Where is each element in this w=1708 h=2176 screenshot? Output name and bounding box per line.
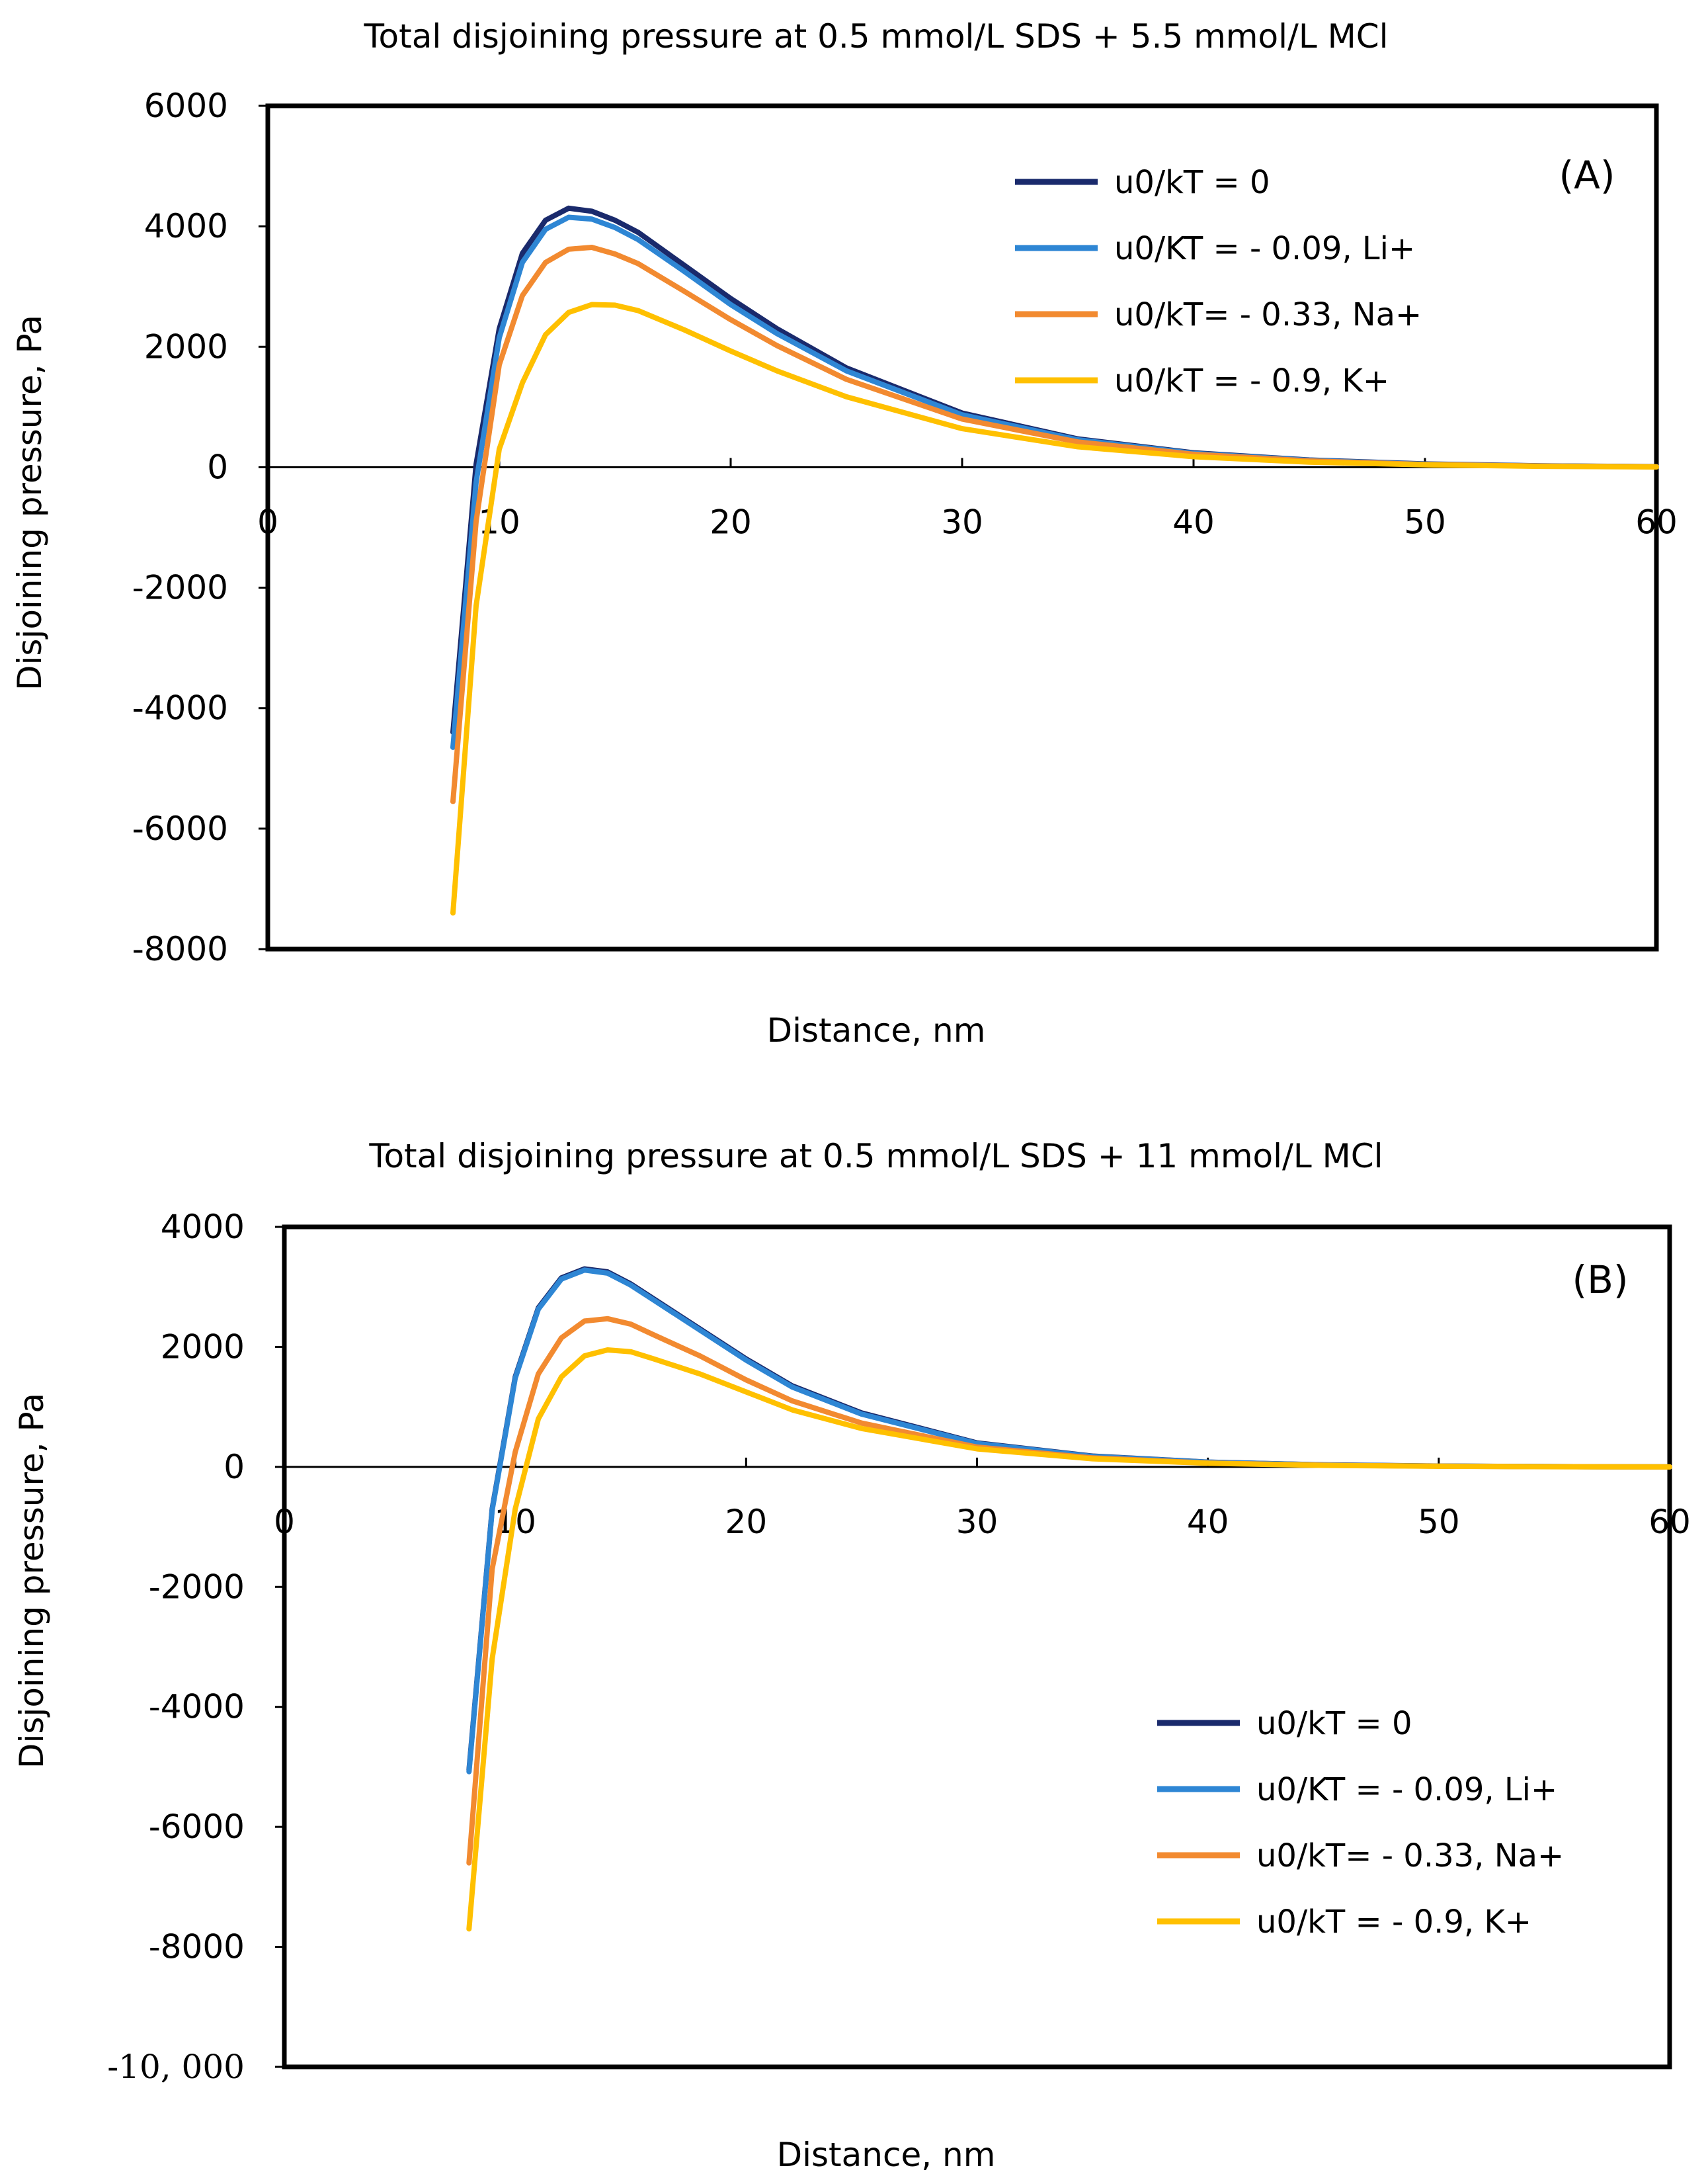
chart-panel-b: Total disjoining pressure at 0.5 mmol/L … bbox=[13, 1137, 1691, 2174]
y-tick-label: 4000 bbox=[144, 207, 228, 245]
series-line-a-3 bbox=[450, 302, 1659, 916]
x-tick-label: 60 bbox=[1648, 1503, 1691, 1541]
x-tick-label: 40 bbox=[1172, 503, 1215, 541]
series-line-b-1 bbox=[466, 1267, 1672, 1775]
series-line-a-0 bbox=[450, 205, 1659, 735]
y-tick-label: -4000 bbox=[132, 689, 228, 728]
y-tick-label: -8000 bbox=[149, 1928, 245, 1966]
y-tick-label: 0 bbox=[207, 448, 228, 486]
x-tick-label: 20 bbox=[710, 503, 752, 541]
y-tick-label: -6000 bbox=[132, 810, 228, 848]
x-tick-label: 30 bbox=[956, 1503, 998, 1541]
legend-entry-label: u0/kT = 0 bbox=[1256, 1705, 1412, 1742]
y-tick-label: 2000 bbox=[161, 1327, 245, 1366]
x-tick-label: 50 bbox=[1418, 1503, 1460, 1541]
x-tick-label: 40 bbox=[1187, 1503, 1229, 1541]
y-axis-label-a: Disjoining pressure, Pa bbox=[11, 315, 49, 690]
chart-title-a: Total disjoining pressure at 0.5 mmol/L … bbox=[363, 17, 1388, 56]
legend-entry-label: u0/KT = - 0.09, Li+ bbox=[1114, 230, 1415, 267]
x-axis-label-b: Distance, nm bbox=[777, 2136, 996, 2174]
y-tick-label: -4000 bbox=[149, 1688, 245, 1726]
y-tick-label: -2000 bbox=[149, 1568, 245, 1606]
y-tick-label: 6000 bbox=[144, 87, 228, 125]
legend-entry-label: u0/kT = - 0.9, K+ bbox=[1256, 1904, 1531, 1941]
y-tick-label: 4000 bbox=[161, 1208, 245, 1246]
y-tick-label: 0 bbox=[224, 1448, 245, 1486]
legend-a: u0/kT = 0 u0/KT = - 0.09, Li+ u0/kT= - 0.3… bbox=[1015, 164, 1422, 399]
series-line-a-2 bbox=[450, 245, 1659, 804]
panel-label-a: (A) bbox=[1559, 153, 1615, 198]
legend-b: u0/kT = 0 u0/KT = - 0.09, Li+ u0/kT= - 0.3… bbox=[1157, 1705, 1564, 1941]
y-tick-label: 2000 bbox=[144, 327, 228, 366]
plot-frame bbox=[282, 1224, 1672, 2070]
x-axis-label-a: Distance, nm bbox=[767, 1011, 986, 1050]
chart-panel-a: Total disjoining pressure at 0.5 mmol/L … bbox=[11, 17, 1678, 1050]
y-tick-label: -2000 bbox=[132, 569, 228, 607]
series-line-b-3 bbox=[466, 1347, 1672, 1932]
legend-entry-label: u0/KT = - 0.09, Li+ bbox=[1256, 1771, 1557, 1808]
series-line-a-1 bbox=[450, 214, 1659, 750]
y-tick-label: -10, 000 bbox=[107, 2048, 245, 2086]
x-tick-label: 50 bbox=[1404, 503, 1446, 541]
chart-title-b: Total disjoining pressure at 0.5 mmol/L … bbox=[368, 1137, 1383, 1175]
x-tick-label: 0 bbox=[257, 503, 278, 541]
y-tick-label: -8000 bbox=[132, 930, 228, 968]
x-tick-label: 0 bbox=[274, 1503, 295, 1541]
x-tick-label: 20 bbox=[725, 1503, 768, 1541]
legend-entry-label: u0/kT = - 0.9, K+ bbox=[1114, 362, 1389, 399]
panel-label-b: (B) bbox=[1572, 1257, 1628, 1302]
x-tick-label: 30 bbox=[941, 503, 983, 541]
legend-entry-label: u0/kT = 0 bbox=[1114, 164, 1270, 201]
y-tick-label: -6000 bbox=[149, 1808, 245, 1846]
x-tick-label: 60 bbox=[1635, 503, 1678, 541]
y-axis-label-b: Disjoining pressure, Pa bbox=[13, 1393, 51, 1769]
plot-frame bbox=[265, 103, 1659, 952]
legend-entry-label: u0/kT= - 0.33, Na+ bbox=[1114, 296, 1422, 333]
series-line-b-0 bbox=[466, 1266, 1672, 1773]
legend-entry-label: u0/kT= - 0.33, Na+ bbox=[1256, 1837, 1564, 1874]
